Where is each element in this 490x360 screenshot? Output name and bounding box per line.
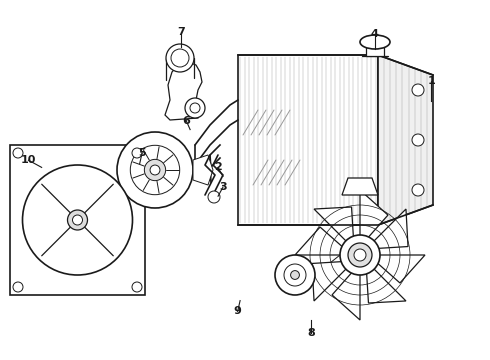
Circle shape — [284, 264, 306, 286]
Circle shape — [130, 145, 180, 195]
Circle shape — [171, 49, 189, 67]
Circle shape — [73, 215, 82, 225]
Circle shape — [117, 132, 193, 208]
Text: 1: 1 — [427, 76, 435, 86]
Polygon shape — [372, 255, 425, 283]
Circle shape — [145, 159, 166, 181]
Polygon shape — [295, 227, 348, 255]
Bar — [366, 46, 384, 56]
Polygon shape — [367, 264, 406, 303]
Circle shape — [412, 184, 424, 196]
Circle shape — [340, 235, 380, 275]
Circle shape — [275, 255, 315, 295]
Circle shape — [208, 191, 220, 203]
Text: 2: 2 — [214, 162, 222, 172]
Circle shape — [166, 44, 194, 72]
Circle shape — [190, 103, 200, 113]
Text: 10: 10 — [21, 155, 36, 165]
Circle shape — [13, 282, 23, 292]
Polygon shape — [193, 155, 213, 185]
Text: 3: 3 — [219, 182, 227, 192]
Circle shape — [23, 165, 132, 275]
Polygon shape — [360, 190, 388, 243]
Bar — [10, 145, 145, 295]
Polygon shape — [332, 267, 360, 320]
Text: 6: 6 — [182, 116, 190, 126]
Circle shape — [185, 98, 205, 118]
Circle shape — [291, 271, 299, 279]
Circle shape — [348, 243, 372, 267]
Text: 5: 5 — [138, 148, 146, 158]
Text: 9: 9 — [234, 306, 242, 316]
Circle shape — [354, 249, 366, 261]
Polygon shape — [314, 207, 354, 247]
Polygon shape — [312, 261, 351, 301]
Circle shape — [132, 282, 142, 292]
Circle shape — [412, 84, 424, 96]
Polygon shape — [165, 62, 202, 120]
Bar — [238, 55, 378, 225]
Circle shape — [150, 165, 160, 175]
Circle shape — [412, 134, 424, 146]
Circle shape — [68, 210, 88, 230]
Polygon shape — [368, 209, 408, 249]
Text: 4: 4 — [371, 29, 379, 39]
Ellipse shape — [360, 35, 390, 49]
Polygon shape — [342, 178, 378, 195]
Text: 8: 8 — [307, 328, 315, 338]
Circle shape — [13, 148, 23, 158]
Polygon shape — [378, 55, 433, 225]
Circle shape — [132, 148, 142, 158]
Text: 7: 7 — [177, 27, 185, 37]
